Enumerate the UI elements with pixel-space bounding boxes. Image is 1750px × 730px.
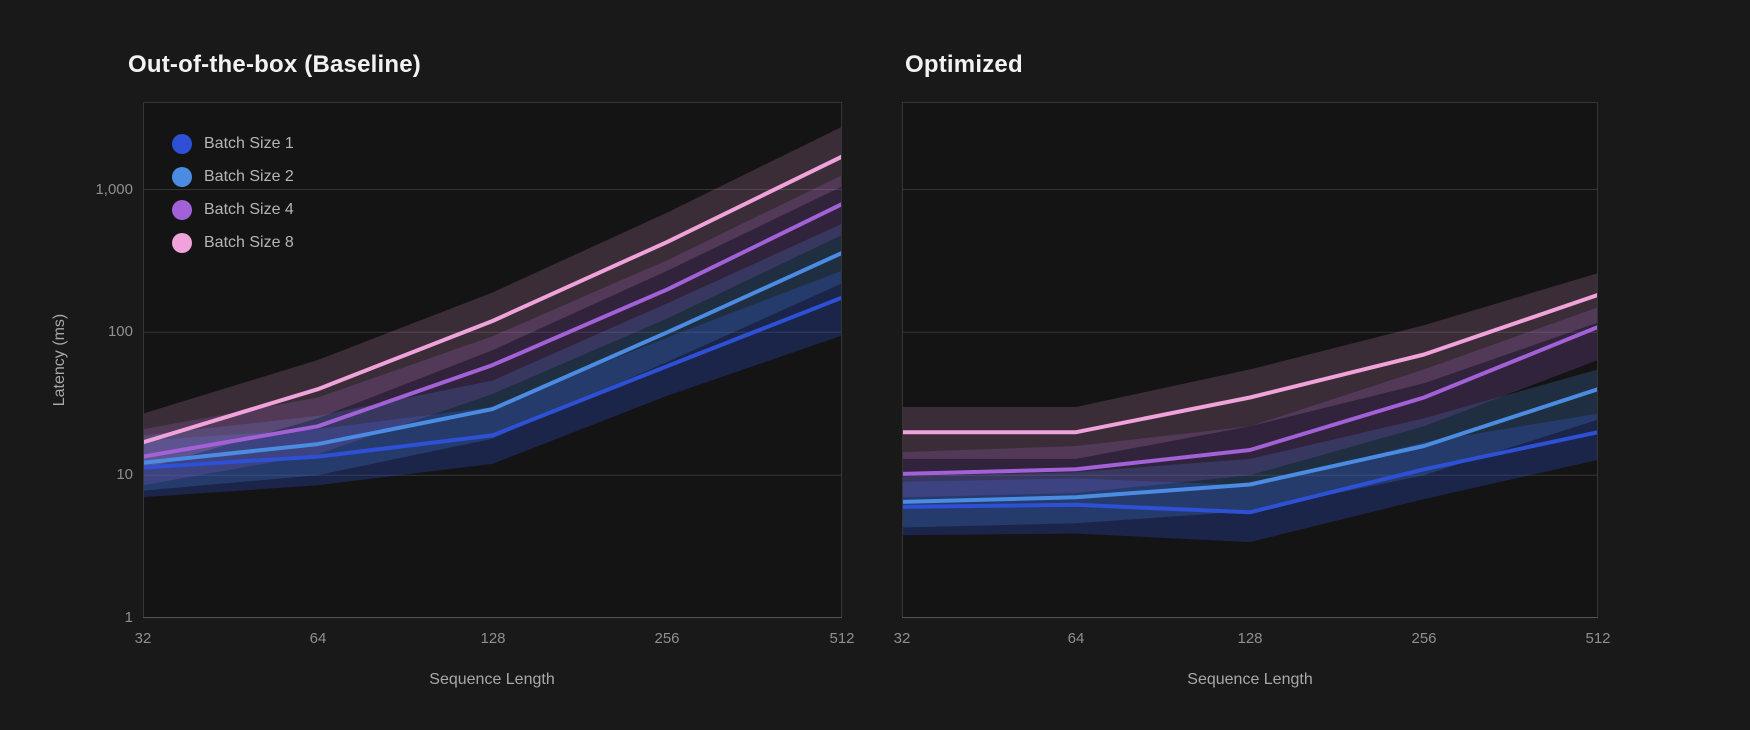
optimized-x-axis-label: Sequence Length [1187,671,1313,688]
series-band [143,270,842,498]
x-tick-label: 64 [309,630,327,647]
baseline-chart-plot [143,102,842,618]
baseline-chart-title: Out-of-the-box (Baseline) [128,51,421,79]
legend-dot-icon [172,133,192,154]
legend-dot-icon [172,166,192,187]
series-line [902,292,1598,435]
x-tick-label: 128 [1237,630,1263,647]
y-tick-label: 1,000 [95,181,133,198]
series-line [902,430,1598,515]
legend: Batch Size 1 Batch Size 2 Batch Size 4 Batc… [172,127,294,259]
x-tick-label: 256 [1411,630,1437,647]
legend-item: Batch Size 1 [172,127,294,160]
series-line [143,202,842,459]
series-band [143,175,842,486]
x-tick-label: 128 [480,630,506,647]
series-band [902,369,1598,528]
series-line [143,154,842,445]
x-tick-label: 512 [1585,630,1611,647]
legend-item: Batch Size 4 [172,193,294,226]
legend-dot-icon [172,199,192,220]
legend-label: Batch Size 2 [204,167,294,185]
x-tick-label: 512 [829,630,855,647]
series-line [143,295,842,470]
series-line [902,387,1598,504]
x-tick-label: 32 [134,630,152,647]
legend-item: Batch Size 2 [172,160,294,193]
series-line [902,325,1598,476]
optimized-chart-plot [902,102,1598,618]
legend-label: Batch Size 4 [204,200,294,218]
y-tick-label: 10 [116,466,133,483]
series-band [902,307,1598,498]
legend-item: Batch Size 8 [172,226,294,259]
legend-label: Batch Size 1 [204,134,294,152]
series-band [143,126,842,470]
series-band [902,273,1598,459]
baseline-x-axis-label: Sequence Length [429,671,555,688]
x-tick-label: 64 [1067,630,1085,647]
plot-background [902,102,1598,618]
series-line [143,250,842,465]
series-band [143,223,842,491]
legend-dot-icon [172,232,192,253]
x-tick-label: 32 [893,630,911,647]
optimized-chart-title: Optimized [905,51,1023,79]
plot-background [143,102,842,618]
x-tick-label: 256 [654,630,680,647]
legend-label: Batch Size 8 [204,233,294,251]
y-tick-label: 1 [124,609,133,626]
y-tick-label: 100 [107,323,133,340]
